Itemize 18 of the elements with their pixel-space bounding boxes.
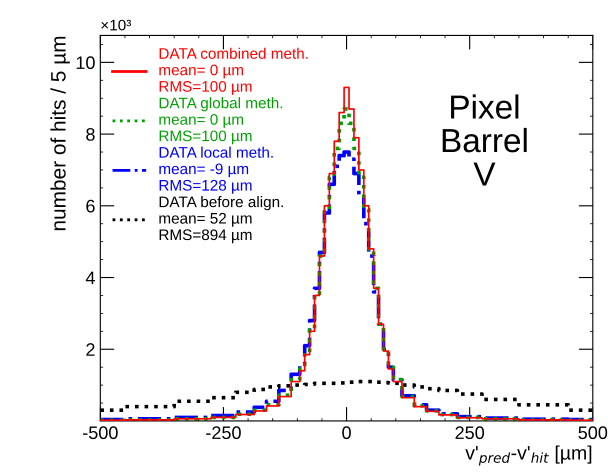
y-tick-label: 6 <box>86 200 95 213</box>
y-tick-label: 4 <box>86 272 95 284</box>
x-tick-label: -250 <box>206 426 241 440</box>
y-tick-label: 10 <box>76 56 95 70</box>
x-tick-label: 250 <box>456 426 484 440</box>
y-axis-title: number of hits / 5 µm <box>50 36 70 230</box>
x-axis-title: v'$_{pred}$-v'$_{hit}$ [µm] <box>465 445 592 466</box>
x-tick-label: 0 <box>342 426 351 440</box>
x-tick-label: 500 <box>578 426 608 440</box>
legend-label: DATA global meth. mean= 0 µm RMS=100 µm <box>159 97 282 144</box>
legend-label: DATA before align. mean= 52 µm RMS=894 µm <box>159 196 283 244</box>
legend-label: DATA local meth. mean= -9 µm RMS=128 µm <box>159 146 273 194</box>
annotation: Pixel Barrel V <box>442 94 527 186</box>
y-tick-label: 8 <box>86 128 95 141</box>
y-tick-label: 2 <box>86 343 95 356</box>
text: ×10³ <box>101 20 132 31</box>
x-tick-label: -500 <box>83 426 118 440</box>
legend-label: DATA combined meth. mean= 0 µm RMS=100 µm <box>159 48 308 95</box>
